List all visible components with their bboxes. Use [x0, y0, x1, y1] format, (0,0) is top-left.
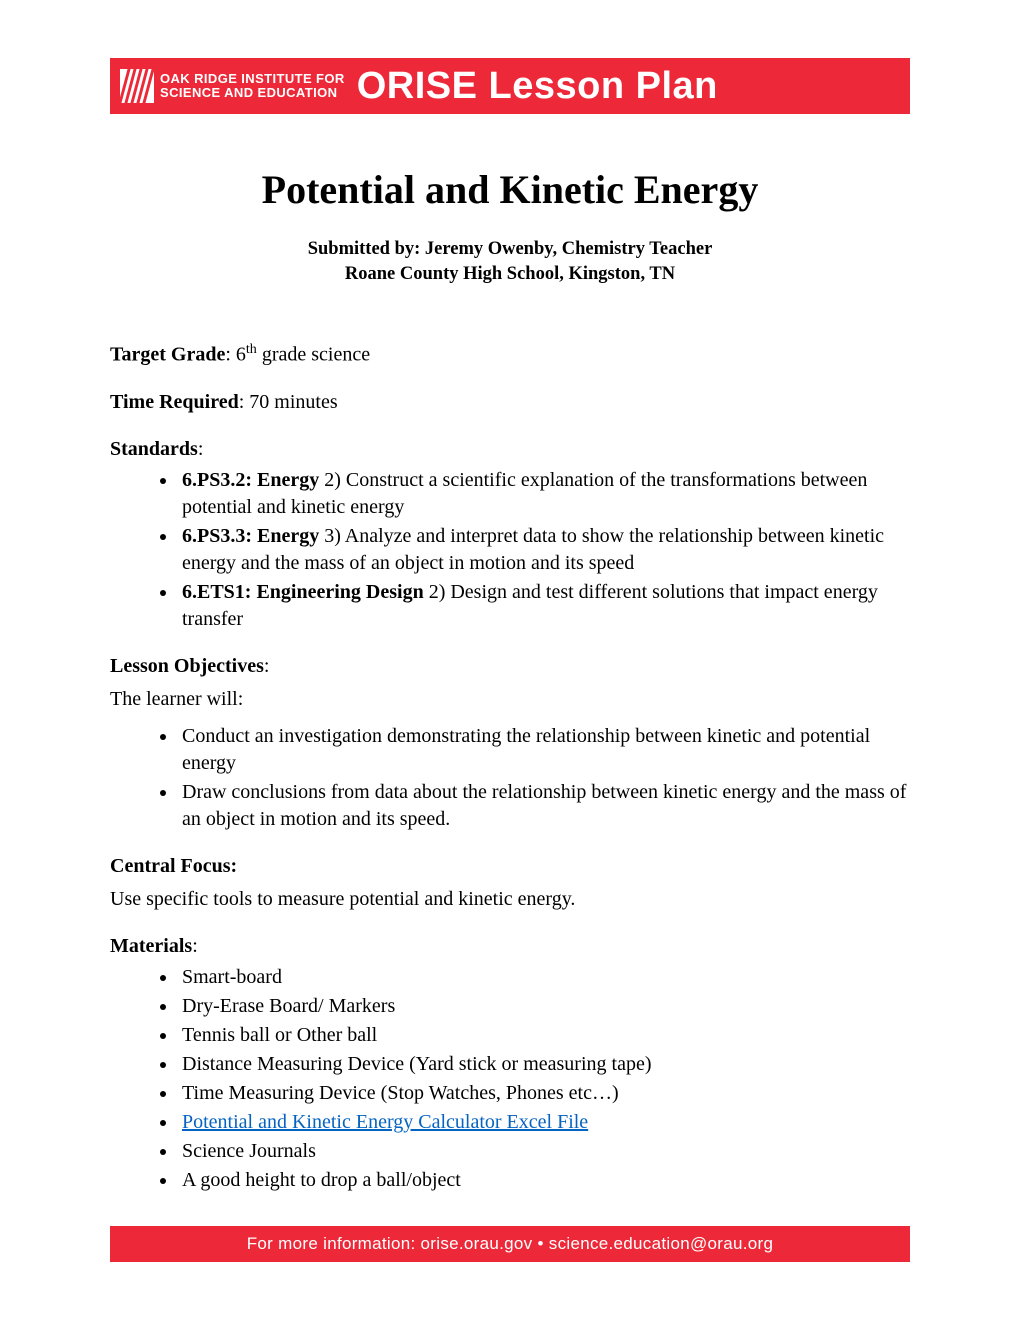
byline-line2: Roane County High School, Kingston, TN: [110, 262, 910, 287]
target-grade-value-suffix: grade science: [257, 344, 370, 366]
target-grade-sup: th: [246, 342, 257, 357]
standards-label: Standards: [110, 438, 198, 460]
materials-link[interactable]: Potential and Kinetic Energy Calculator …: [182, 1111, 588, 1133]
materials-item: Potential and Kinetic Energy Calculator …: [178, 1109, 910, 1136]
standards-list: 6.PS3.2: Energy 2) Construct a scientifi…: [110, 467, 910, 633]
standards-section: Standards: 6.PS3.2: Energy 2) Construct …: [110, 436, 910, 633]
materials-item: Tennis ball or Other ball: [178, 1022, 910, 1049]
byline: Submitted by: Jeremy Owenby, Chemistry T…: [110, 237, 910, 287]
materials-list: Smart-boardDry-Erase Board/ MarkersTenni…: [110, 964, 910, 1194]
standards-item: 6.PS3.2: Energy 2) Construct a scientifi…: [178, 467, 910, 521]
objectives-item: Conduct an investigation demonstrating t…: [178, 723, 910, 777]
target-grade-field: Target Grade: 6th grade science: [110, 341, 910, 369]
header-banner: OAK RIDGE INSTITUTE FOR SCIENCE AND EDUC…: [110, 58, 910, 114]
materials-item: A good height to drop a ball/object: [178, 1167, 910, 1194]
central-focus-section: Central Focus: Use specific tools to mea…: [110, 853, 910, 913]
time-required-label: Time Required: [110, 391, 239, 413]
institute-name: OAK RIDGE INSTITUTE FOR SCIENCE AND EDUC…: [160, 72, 345, 99]
time-required-field: Time Required: 70 minutes: [110, 389, 910, 416]
banner-title: ORISE Lesson Plan: [357, 65, 718, 108]
materials-item: Science Journals: [178, 1138, 910, 1165]
objectives-item: Draw conclusions from data about the rel…: [178, 779, 910, 833]
objectives-label: Lesson Objectives: [110, 655, 264, 677]
materials-item: Distance Measuring Device (Yard stick or…: [178, 1051, 910, 1078]
materials-item: Dry-Erase Board/ Markers: [178, 993, 910, 1020]
objectives-section: Lesson Objectives: The learner will: Con…: [110, 653, 910, 833]
byline-line1: Submitted by: Jeremy Owenby, Chemistry T…: [110, 237, 910, 262]
logo-block: OAK RIDGE INSTITUTE FOR SCIENCE AND EDUC…: [120, 69, 345, 103]
target-grade-value-prefix: : 6: [225, 344, 246, 366]
standards-item-code: 6.ETS1: Engineering Design: [182, 581, 424, 603]
materials-label: Materials: [110, 935, 192, 957]
objectives-intro: The learner will:: [110, 686, 910, 713]
materials-item: Time Measuring Device (Stop Watches, Pho…: [178, 1080, 910, 1107]
target-grade-label: Target Grade: [110, 344, 225, 366]
materials-section: Materials: Smart-boardDry-Erase Board/ M…: [110, 933, 910, 1194]
central-focus-label: Central Focus:: [110, 853, 910, 880]
objectives-list: Conduct an investigation demonstrating t…: [110, 723, 910, 833]
orise-logo-icon: [120, 69, 154, 103]
institute-line2: SCIENCE AND EDUCATION: [160, 86, 345, 100]
standards-item-code: 6.PS3.2: Energy: [182, 469, 319, 491]
standards-item: 6.PS3.3: Energy 3) Analyze and interpret…: [178, 523, 910, 577]
page-title: Potential and Kinetic Energy: [110, 166, 910, 213]
standards-item: 6.ETS1: Engineering Design 2) Design and…: [178, 579, 910, 633]
footer-banner: For more information: orise.orau.gov • s…: [110, 1226, 910, 1262]
standards-item-code: 6.PS3.3: Energy: [182, 525, 319, 547]
time-required-value: : 70 minutes: [239, 391, 338, 413]
central-focus-text: Use specific tools to measure potential …: [110, 886, 910, 913]
institute-line1: OAK RIDGE INSTITUTE FOR: [160, 72, 345, 86]
materials-item: Smart-board: [178, 964, 910, 991]
